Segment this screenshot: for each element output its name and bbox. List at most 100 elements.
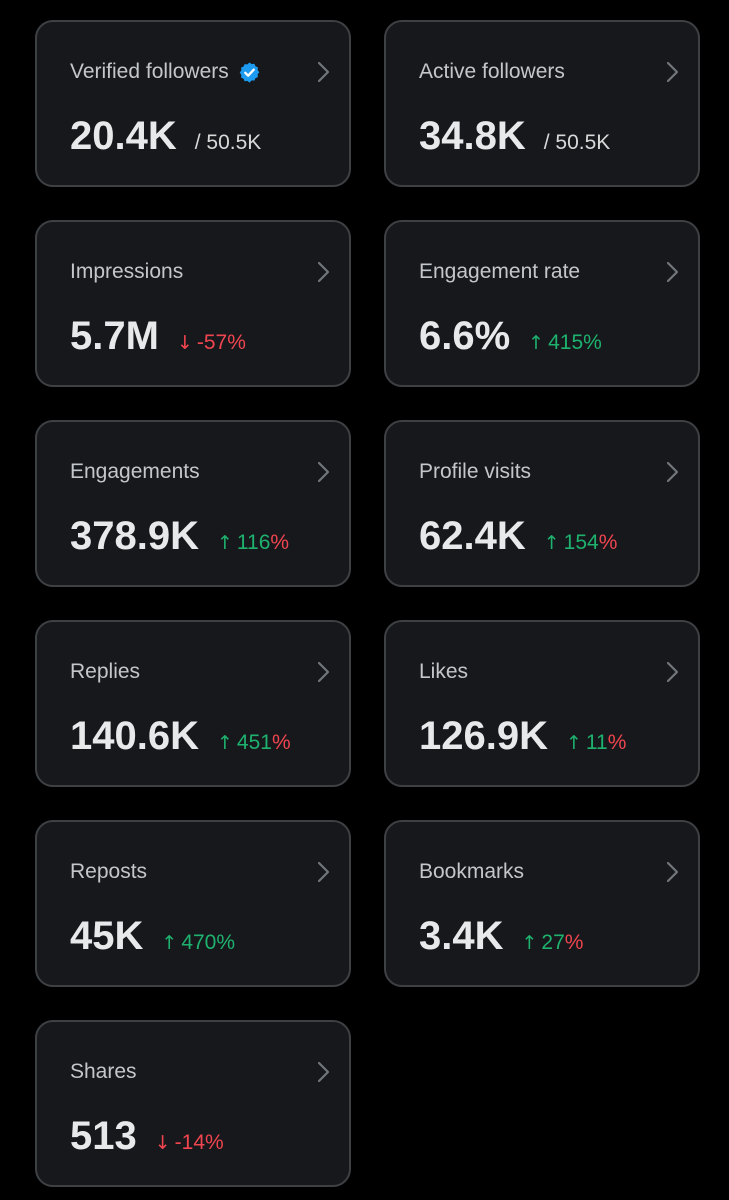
- card-engagements[interactable]: Engagements 378.9K ↑ 116%: [35, 420, 351, 587]
- change-unit: %: [270, 531, 290, 554]
- card-title-row: Shares: [70, 1060, 137, 1084]
- value-row: 378.9K ↑ 116%: [70, 514, 289, 558]
- metric-change: ↑ 11%: [566, 731, 626, 755]
- change-number: 154: [563, 531, 599, 554]
- chevron-right-icon[interactable]: [664, 460, 682, 484]
- metric-value: 378.9K: [70, 514, 199, 558]
- arrow-up-icon: ↑: [216, 532, 233, 554]
- verified-badge-icon: [238, 61, 261, 84]
- change-unit: %: [598, 531, 618, 554]
- metric-value: 34.8K: [419, 114, 526, 158]
- metric-change: ↑ 415%: [528, 331, 602, 355]
- arrow-up-icon: ↑: [543, 532, 560, 554]
- arrow-up-icon: ↑: [161, 932, 178, 954]
- card-title: Reposts: [70, 860, 148, 883]
- arrow-down-icon: ↓: [154, 1132, 171, 1154]
- metric-change: ↑ 154%: [544, 531, 618, 555]
- card-title: Impressions: [70, 260, 184, 283]
- metric-value: 45K: [70, 914, 144, 958]
- value-row: 5.7M ↓ -57%: [70, 314, 246, 358]
- change-number: 116: [236, 531, 271, 554]
- chevron-right-icon[interactable]: [315, 1060, 333, 1084]
- card-title-row: Active followers: [419, 60, 565, 84]
- arrow-up-icon: ↑: [528, 332, 545, 354]
- change-number: -14: [174, 1131, 206, 1154]
- metric-total: / 50.5K: [543, 131, 611, 154]
- card-title: Shares: [70, 1060, 137, 1083]
- arrow-up-icon: ↑: [216, 732, 233, 754]
- card-title: Verified followers: [70, 60, 229, 83]
- card-verified-followers[interactable]: Verified followers 20.4K / 50.5K: [35, 20, 351, 187]
- chevron-right-icon[interactable]: [315, 660, 333, 684]
- metric-value: 20.4K: [70, 114, 177, 158]
- metric-change: ↓ -57%: [177, 331, 246, 355]
- change-unit: %: [583, 331, 602, 354]
- chevron-right-icon[interactable]: [315, 60, 333, 84]
- metric-value: 6.6%: [419, 314, 511, 358]
- change-unit: %: [216, 931, 236, 954]
- value-row: 45K ↑ 470%: [70, 914, 235, 958]
- change-unit: %: [564, 931, 584, 954]
- change-unit: %: [271, 731, 291, 754]
- change-unit: %: [607, 731, 627, 754]
- metric-change: ↑ 451%: [217, 731, 291, 755]
- card-title-row: Engagements: [70, 460, 200, 484]
- value-row: 126.9K ↑ 11%: [419, 714, 626, 758]
- change-number: 451: [236, 731, 272, 754]
- card-title-row: Impressions: [70, 260, 183, 284]
- metric-value: 3.4K: [419, 914, 504, 958]
- card-shares[interactable]: Shares 513 ↓ -14%: [35, 1020, 351, 1187]
- metric-change: ↑ 470%: [161, 931, 235, 955]
- metric-total: / 50.5K: [194, 131, 262, 154]
- card-title: Active followers: [419, 60, 565, 83]
- value-row: 6.6% ↑ 415%: [419, 314, 602, 358]
- change-number: 11: [585, 731, 608, 754]
- metric-value: 62.4K: [419, 514, 526, 558]
- card-title-row: Verified followers: [70, 60, 261, 84]
- card-active-followers[interactable]: Active followers 34.8K / 50.5K: [384, 20, 700, 187]
- arrow-up-icon: ↑: [565, 732, 582, 754]
- metric-change: ↓ -14%: [155, 1131, 224, 1155]
- card-title: Likes: [419, 660, 469, 683]
- value-row: 62.4K ↑ 154%: [419, 514, 617, 558]
- value-row: 20.4K / 50.5K: [70, 114, 261, 158]
- metric-value: 513: [70, 1114, 137, 1158]
- change-number: 415: [548, 331, 584, 354]
- value-row: 34.8K / 50.5K: [419, 114, 610, 158]
- metrics-grid: Verified followers 20.4K / 50.5K Active …: [35, 20, 700, 1187]
- metric-value: 5.7M: [70, 314, 159, 358]
- chevron-right-icon[interactable]: [315, 860, 333, 884]
- value-row: 3.4K ↑ 27%: [419, 914, 583, 958]
- change-number: 27: [541, 931, 565, 954]
- card-likes[interactable]: Likes 126.9K ↑ 11%: [384, 620, 700, 787]
- card-profile-visits[interactable]: Profile visits 62.4K ↑ 154%: [384, 420, 700, 587]
- chevron-right-icon[interactable]: [664, 660, 682, 684]
- card-title-row: Engagement rate: [419, 260, 580, 284]
- card-title: Profile visits: [419, 460, 532, 483]
- chevron-right-icon[interactable]: [315, 260, 333, 284]
- metric-value: 126.9K: [419, 714, 548, 758]
- card-title-row: Reposts: [70, 860, 147, 884]
- card-title: Engagements: [70, 460, 200, 483]
- change-unit: %: [227, 331, 246, 354]
- card-replies[interactable]: Replies 140.6K ↑ 451%: [35, 620, 351, 787]
- card-reposts[interactable]: Reposts 45K ↑ 470%: [35, 820, 351, 987]
- card-title-row: Profile visits: [419, 460, 531, 484]
- chevron-right-icon[interactable]: [664, 260, 682, 284]
- arrow-up-icon: ↑: [521, 932, 538, 954]
- value-row: 140.6K ↑ 451%: [70, 714, 291, 758]
- metric-change: ↑ 27%: [522, 931, 584, 955]
- chevron-right-icon[interactable]: [664, 860, 682, 884]
- card-engagement-rate[interactable]: Engagement rate 6.6% ↑ 415%: [384, 220, 700, 387]
- chevron-right-icon[interactable]: [664, 60, 682, 84]
- value-row: 513 ↓ -14%: [70, 1114, 224, 1158]
- card-bookmarks[interactable]: Bookmarks 3.4K ↑ 27%: [384, 820, 700, 987]
- metric-value: 140.6K: [70, 714, 199, 758]
- change-number: 470: [181, 931, 217, 954]
- card-title: Engagement rate: [419, 260, 581, 283]
- arrow-down-icon: ↓: [176, 332, 193, 354]
- card-impressions[interactable]: Impressions 5.7M ↓ -57%: [35, 220, 351, 387]
- change-number: -57: [196, 331, 228, 354]
- card-title: Replies: [70, 660, 141, 683]
- chevron-right-icon[interactable]: [315, 460, 333, 484]
